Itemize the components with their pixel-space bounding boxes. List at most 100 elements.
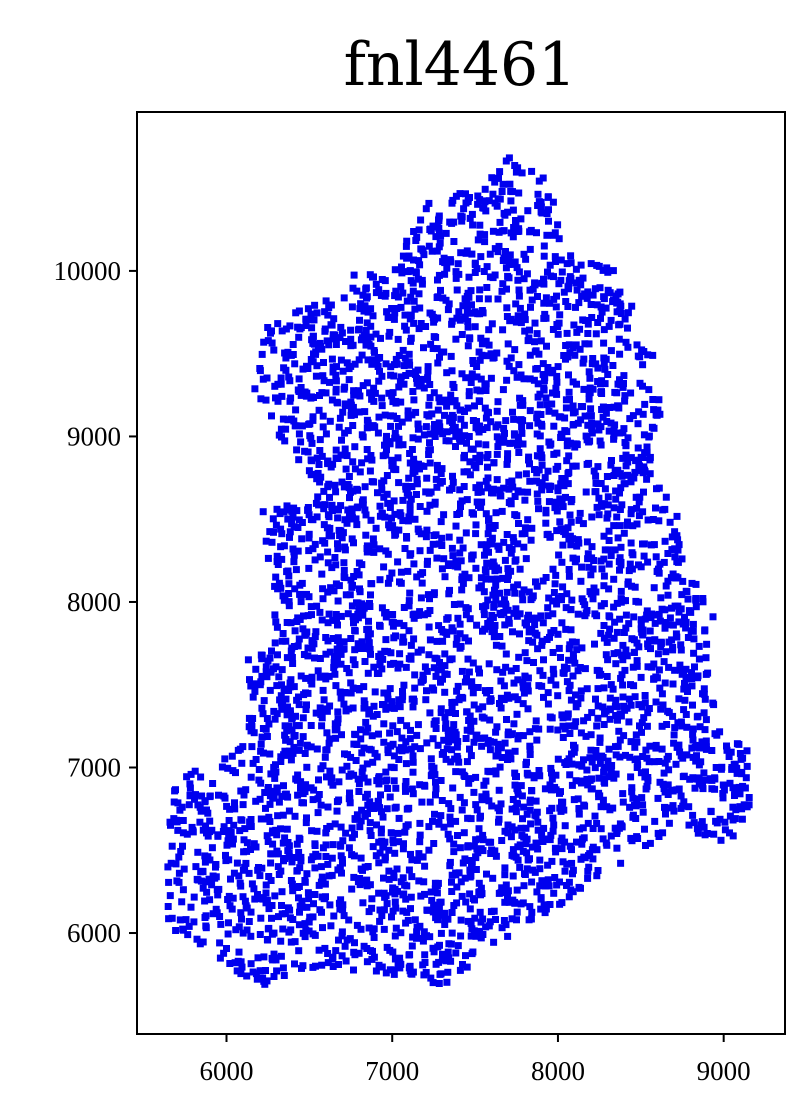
scatter-point [469, 445, 477, 453]
scatter-point [293, 507, 301, 515]
scatter-point [511, 826, 519, 834]
scatter-point [566, 730, 574, 737]
scatter-point [322, 841, 330, 849]
scatter-point [534, 190, 542, 198]
scatter-point [689, 736, 697, 744]
scatter-point [727, 748, 735, 756]
scatter-point [456, 620, 464, 628]
scatter-point [482, 414, 490, 422]
scatter-point [476, 221, 484, 229]
scatter-point [317, 863, 325, 871]
scatter-point [676, 661, 684, 669]
scatter-point [716, 815, 724, 823]
scatter-point [410, 256, 417, 264]
scatter-point [597, 441, 605, 449]
scatter-point [630, 648, 638, 656]
scatter-point [319, 372, 327, 380]
y-tick-label: 6000 [67, 918, 121, 948]
scatter-point [550, 422, 558, 430]
scatter-point [395, 814, 403, 822]
scatter-point [244, 656, 252, 664]
scatter-point [368, 895, 376, 903]
scatter-point [475, 348, 483, 356]
scatter-point [489, 591, 497, 599]
scatter-point [482, 575, 490, 583]
scatter-point [589, 843, 597, 851]
scatter-point [534, 645, 542, 653]
scatter-point [511, 493, 519, 500]
scatter-point [331, 481, 339, 489]
scatter-point [426, 446, 434, 454]
scatter-point [402, 895, 410, 903]
scatter-point [464, 323, 472, 331]
scatter-point [401, 354, 409, 362]
scatter-point [570, 421, 578, 428]
scatter-point [406, 551, 414, 559]
scatter-point [453, 314, 461, 322]
scatter-point [616, 522, 624, 530]
scatter-point [556, 495, 564, 503]
scatter-point [316, 339, 324, 347]
scatter-point [415, 226, 423, 234]
scatter-point [246, 676, 253, 684]
scatter-point [538, 877, 546, 885]
scatter-point [376, 512, 384, 520]
scatter-point [625, 695, 633, 703]
scatter-point [350, 387, 358, 395]
scatter-point [465, 293, 473, 301]
scatter-point [366, 745, 373, 753]
scatter-point [249, 759, 257, 767]
scatter-point [273, 682, 281, 690]
scatter-point [235, 872, 243, 880]
scatter-point [608, 457, 615, 464]
scatter-point [382, 636, 390, 644]
scatter-point [488, 562, 496, 570]
scatter-point [419, 675, 427, 683]
scatter-point [552, 303, 560, 311]
scatter-point [346, 508, 353, 516]
scatter-point [517, 313, 525, 321]
scatter-point [548, 714, 556, 722]
scatter-point [221, 755, 229, 763]
scatter-point [637, 673, 645, 681]
scatter-point [467, 379, 475, 386]
scatter-point [465, 574, 473, 582]
scatter-point [507, 667, 515, 675]
scatter-point [497, 492, 505, 500]
scatter-point [278, 666, 286, 674]
scatter-point [501, 898, 509, 906]
scatter-point [185, 801, 193, 809]
scatter-point [482, 387, 490, 394]
scatter-point [255, 776, 263, 784]
scatter-point [390, 752, 398, 760]
scatter-point [287, 756, 295, 764]
scatter-point [444, 732, 452, 740]
scatter-point [567, 541, 575, 549]
scatter-point [456, 694, 464, 702]
scatter-point [308, 457, 316, 465]
scatter-point [372, 280, 380, 288]
scatter-point [380, 906, 388, 914]
scatter-point [280, 542, 288, 550]
scatter-point [391, 849, 399, 857]
scatter-point [465, 433, 473, 440]
scatter-point [286, 528, 294, 536]
scatter-point [267, 327, 275, 335]
scatter-point [283, 568, 291, 576]
scatter-point [624, 343, 632, 351]
scatter-point [426, 459, 434, 467]
scatter-point [601, 485, 609, 493]
scatter-point [512, 318, 520, 326]
scatter-point [401, 746, 409, 754]
scatter-point [559, 734, 567, 741]
scatter-point [399, 692, 407, 700]
scatter-point [571, 351, 579, 359]
scatter-point [349, 422, 357, 429]
scatter-point [643, 607, 651, 615]
scatter-point [524, 687, 532, 695]
scatter-point [270, 528, 277, 536]
scatter-point [548, 400, 556, 408]
scatter-point [457, 916, 465, 924]
scatter-point [231, 805, 239, 813]
scatter-point [591, 610, 599, 618]
